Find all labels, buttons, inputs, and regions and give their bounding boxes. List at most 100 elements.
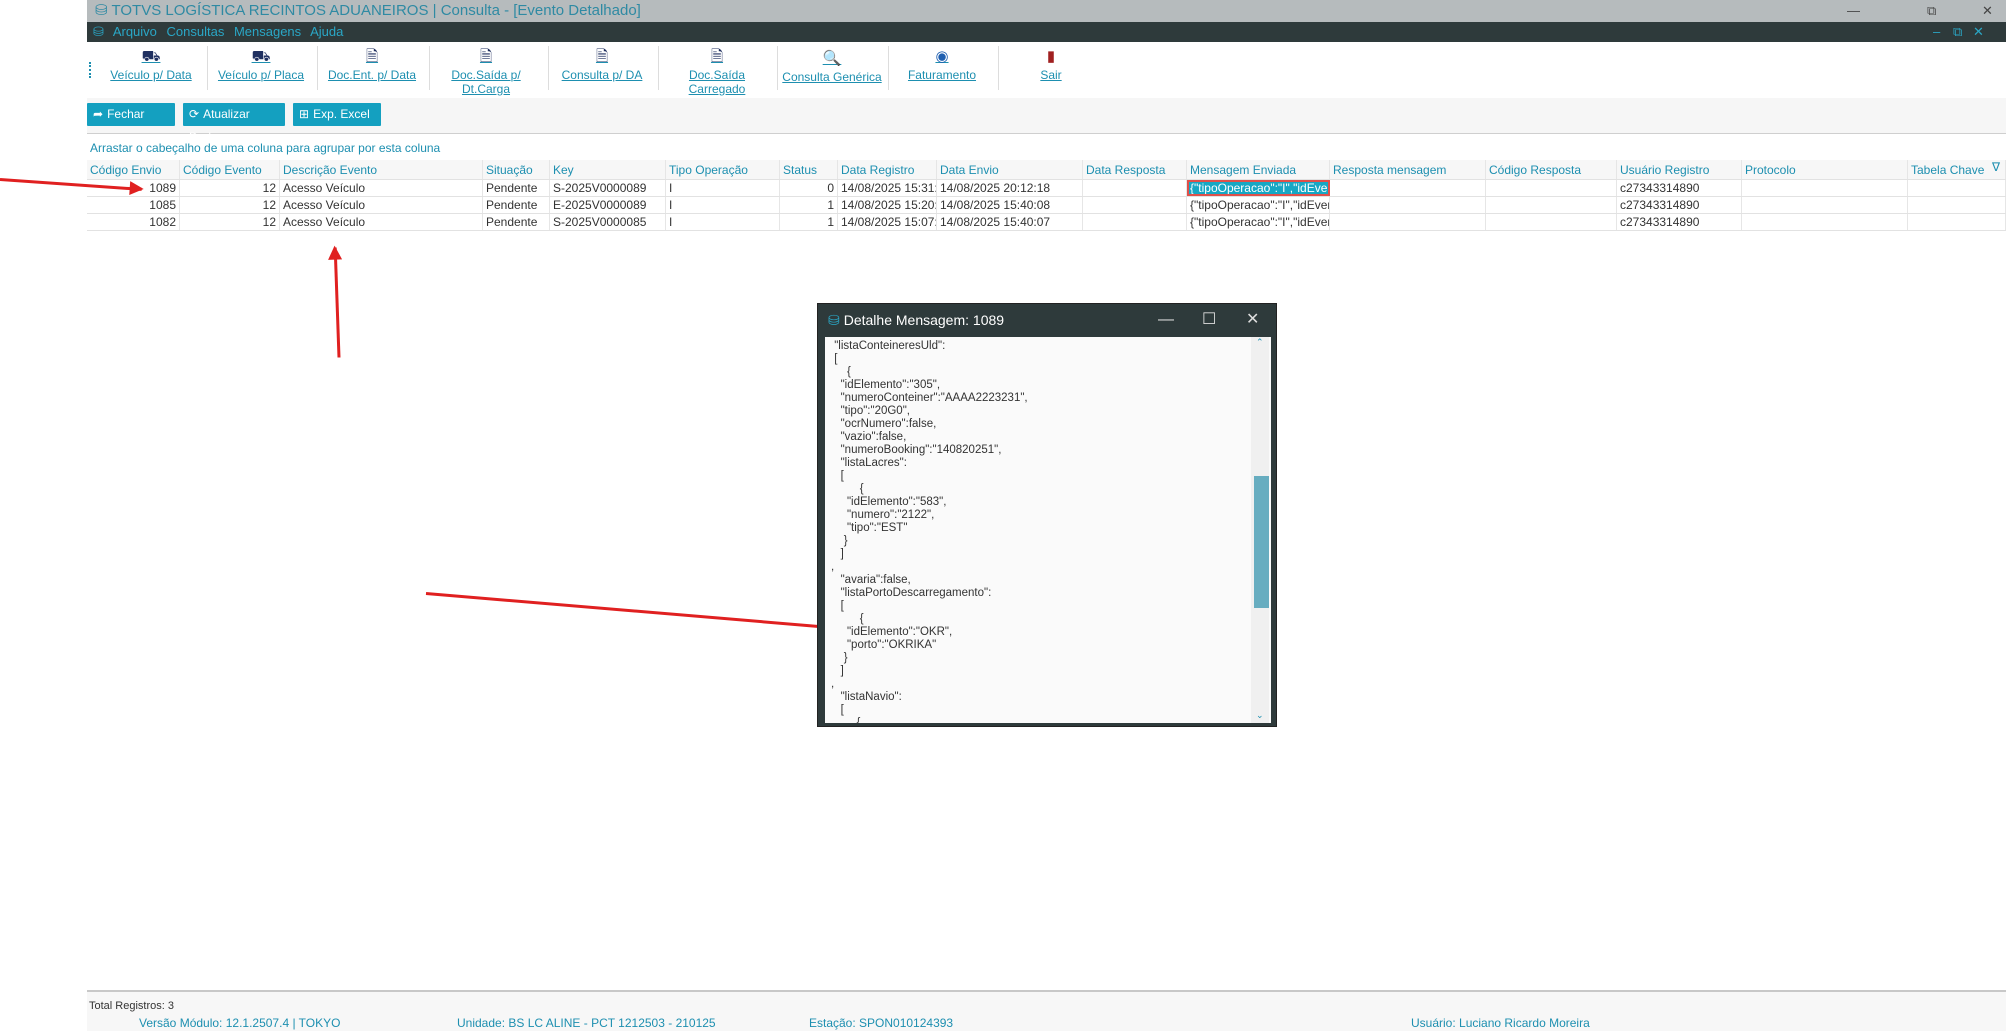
table-cell[interactable]: 14/08/2025 20:12:18 <box>937 180 1083 196</box>
table-cell[interactable] <box>1486 197 1617 213</box>
scroll-up-icon[interactable]: ⌃ <box>1256 337 1264 347</box>
toolbar-doc-saida-carga[interactable]: 🗎 Doc.Saída p/ Dt.Carga <box>430 46 542 96</box>
table-cell[interactable]: 12 <box>180 214 280 230</box>
toolbar-doc-ent-data[interactable]: 🗎 Doc.Ent. p/ Data <box>321 46 423 94</box>
table-cell[interactable] <box>1330 197 1486 213</box>
vertical-scrollbar[interactable]: ⌃ ⌄ <box>1251 337 1269 723</box>
column-header[interactable]: Descrição Evento <box>280 160 483 179</box>
table-cell[interactable]: 14/08/2025 15:31:1 <box>838 180 937 196</box>
mdi-minimize-icon[interactable]: – <box>1933 24 1941 39</box>
column-header[interactable]: Código Envio <box>87 160 180 179</box>
message-text-area[interactable]: "listaConteineresUld": [ { "idElemento":… <box>825 337 1271 723</box>
table-cell[interactable]: 1 <box>780 214 838 230</box>
close-icon[interactable]: ✕ <box>1246 311 1260 328</box>
column-header[interactable]: Tipo Operação <box>666 160 780 179</box>
menu-arquivo[interactable]: Arquivo <box>112 24 157 39</box>
column-header[interactable]: Resposta mensagem <box>1330 160 1486 179</box>
menu-ajuda[interactable]: Ajuda <box>310 24 344 39</box>
table-cell[interactable]: I <box>666 214 780 230</box>
toolbar-consulta-generica[interactable]: 🔍 Consulta Genérica <box>779 48 885 96</box>
toolbar-grip[interactable] <box>89 62 91 78</box>
table-cell[interactable]: {"tipoOperacao":"I","idEvent <box>1187 214 1330 230</box>
table-cell[interactable] <box>1486 214 1617 230</box>
table-cell[interactable] <box>1908 214 2006 230</box>
table-cell[interactable]: {"tipoOperacao":"I","idEvent <box>1187 197 1330 213</box>
table-cell[interactable]: 0 <box>780 180 838 196</box>
column-header[interactable]: Mensagem Enviada <box>1187 160 1330 179</box>
table-cell[interactable]: c27343314890 <box>1617 197 1742 213</box>
table-cell[interactable]: I <box>666 180 780 196</box>
table-cell[interactable] <box>1742 197 1908 213</box>
column-header[interactable]: Usuário Registro <box>1617 160 1742 179</box>
table-cell[interactable]: 1 <box>780 197 838 213</box>
toolbar-sair[interactable]: ▮ Sair <box>1011 46 1091 94</box>
export-excel-button[interactable]: ⊞ Exp. Excel <box>293 103 381 126</box>
table-cell[interactable]: Acesso Veículo <box>280 180 483 196</box>
toolbar-veiculo-data[interactable]: ⛟ Veículo p/ Data <box>101 46 201 94</box>
table-cell[interactable]: 1089 <box>87 180 180 196</box>
maximize-icon[interactable]: ☐ <box>1202 311 1217 328</box>
minimize-icon[interactable]: — <box>1847 3 1860 18</box>
table-cell[interactable]: I <box>666 197 780 213</box>
table-cell[interactable] <box>1742 180 1908 196</box>
table-cell[interactable] <box>1742 214 1908 230</box>
table-cell[interactable]: Acesso Veículo <box>280 214 483 230</box>
table-cell[interactable]: {"tipoOperacao":"I","idEvent <box>1187 180 1330 196</box>
close-button[interactable]: ➦ Fechar <box>87 103 175 126</box>
toolbar-veiculo-placa[interactable]: ⛟ Veículo p/ Placa <box>211 46 311 94</box>
scroll-down-icon[interactable]: ⌄ <box>1256 710 1264 720</box>
table-cell[interactable] <box>1083 180 1187 196</box>
table-cell[interactable]: 14/08/2025 15:07:5 <box>838 214 937 230</box>
table-cell[interactable]: c27343314890 <box>1617 214 1742 230</box>
table-cell[interactable]: 12 <box>180 197 280 213</box>
column-header[interactable]: Data Resposta <box>1083 160 1187 179</box>
toolbar-faturamento[interactable]: ◉ Faturamento <box>892 46 992 94</box>
column-header[interactable]: Data Registro <box>838 160 937 179</box>
toolbar-consulta-da[interactable]: 🗎 Consulta p/ DA <box>552 46 652 94</box>
refresh-button[interactable]: ⟳ Atualizar Dados <box>183 103 285 144</box>
table-cell[interactable] <box>1908 197 2006 213</box>
mdi-close-icon[interactable]: ✕ <box>1973 24 1984 39</box>
column-header[interactable]: Código Evento <box>180 160 280 179</box>
table-row[interactable]: 1082 12 Acesso Veículo Pendente S-2025V00000… <box>87 214 2006 231</box>
menu-consultas[interactable]: Consultas <box>166 24 225 39</box>
toolbar-doc-saida-carregado[interactable]: 🗎 Doc.Saída Carregado <box>662 46 772 96</box>
column-header[interactable]: Protocolo <box>1742 160 1908 179</box>
sort-icon[interactable]: ∇ <box>1991 160 2000 174</box>
column-header[interactable]: Status <box>780 160 838 179</box>
restore-icon[interactable]: ⧉ <box>1927 3 1937 18</box>
table-cell[interactable]: c27343314890 <box>1617 180 1742 196</box>
table-cell[interactable]: 14/08/2025 15:40:07 <box>937 214 1083 230</box>
table-row[interactable]: 1089 12 Acesso Veículo Pendente S-2025V00000… <box>87 180 2006 197</box>
group-by-hint[interactable]: Arrastar o cabeçalho de uma coluna para … <box>90 141 441 155</box>
table-cell[interactable] <box>1486 180 1617 196</box>
close-icon[interactable]: ✕ <box>1982 3 1993 18</box>
table-cell[interactable]: Acesso Veículo <box>280 197 483 213</box>
table-cell[interactable] <box>1908 180 2006 196</box>
column-header[interactable]: Key <box>550 160 666 179</box>
table-cell[interactable]: 14/08/2025 15:40:08 <box>937 197 1083 213</box>
column-header[interactable]: Situação <box>483 160 550 179</box>
table-cell[interactable] <box>1083 197 1187 213</box>
table-cell[interactable]: Pendente <box>483 197 550 213</box>
table-cell[interactable]: E-2025V0000089 <box>550 197 666 213</box>
menu-mensagens[interactable]: Mensagens <box>233 24 302 39</box>
minimize-icon[interactable]: — <box>1158 311 1174 328</box>
table-cell[interactable]: S-2025V0000085 <box>550 214 666 230</box>
scrollbar-thumb[interactable] <box>1254 476 1269 608</box>
table-cell[interactable]: 1082 <box>87 214 180 230</box>
column-header[interactable]: Código Resposta <box>1486 160 1617 179</box>
table-cell[interactable]: 1085 <box>87 197 180 213</box>
table-cell[interactable]: Pendente <box>483 214 550 230</box>
column-header[interactable]: Data Envio <box>937 160 1083 179</box>
table-cell[interactable]: S-2025V0000089 <box>550 180 666 196</box>
table-cell[interactable]: 14/08/2025 15:20:1 <box>838 197 937 213</box>
column-header[interactable]: Tabela Chave <box>1908 160 2006 179</box>
table-cell[interactable] <box>1330 180 1486 196</box>
table-row[interactable]: 1085 12 Acesso Veículo Pendente E-2025V00000… <box>87 197 2006 214</box>
table-cell[interactable] <box>1083 214 1187 230</box>
table-cell[interactable]: Pendente <box>483 180 550 196</box>
mdi-restore-icon[interactable]: ⧉ <box>1953 24 1963 39</box>
table-cell[interactable] <box>1330 214 1486 230</box>
table-cell[interactable]: 12 <box>180 180 280 196</box>
